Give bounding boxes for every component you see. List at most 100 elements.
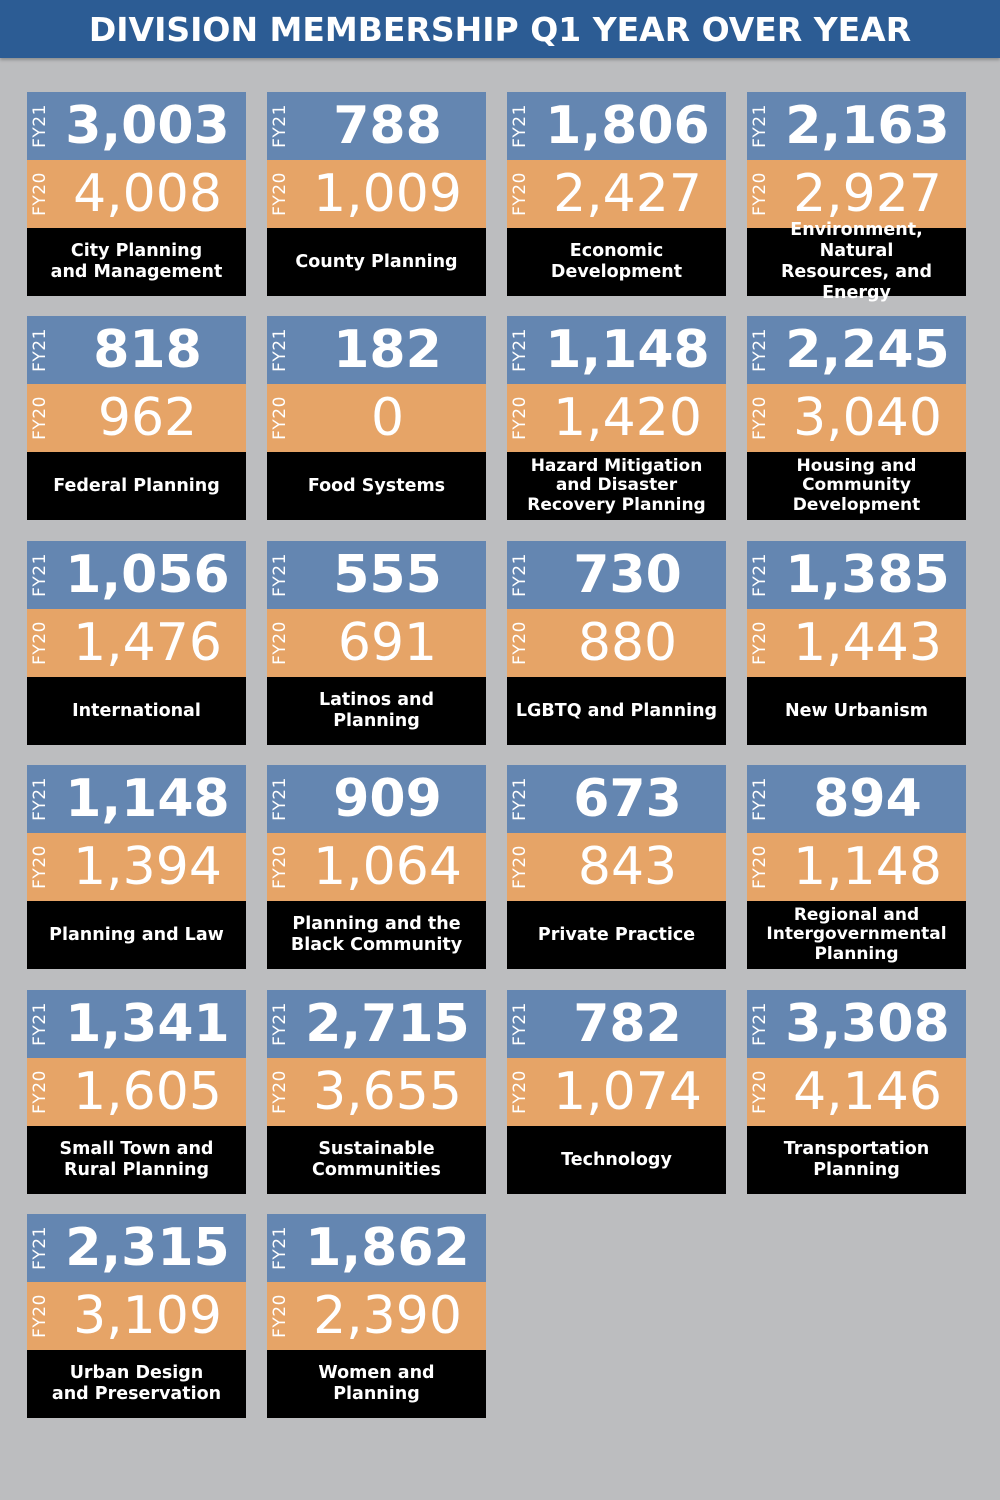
fy20-value: 0 bbox=[370, 388, 405, 448]
fy20-label: FY20 bbox=[270, 845, 291, 889]
division-name: City Planning and Management bbox=[27, 228, 246, 296]
division-card: FY21 555 FY20 691 Latinos and Planning bbox=[267, 541, 486, 745]
fy21-value: 1,148 bbox=[65, 769, 230, 829]
fy21-row: FY21 818 bbox=[27, 316, 246, 384]
fy21-row: FY21 555 bbox=[267, 541, 486, 609]
division-card: FY21 2,163 FY20 2,927 Environment, Natural R… bbox=[747, 92, 966, 303]
fy20-row: FY20 1,009 bbox=[267, 160, 486, 228]
fy20-row: FY20 0 bbox=[267, 384, 486, 452]
fy20-label: FY20 bbox=[270, 172, 291, 216]
fy21-row: FY21 2,245 bbox=[747, 316, 966, 384]
division-card: FY21 3,308 FY20 4,146 Transportation Plannin… bbox=[747, 990, 966, 1194]
fy20-value: 1,420 bbox=[553, 388, 702, 448]
division-card: FY21 818 FY20 962 Federal Planning bbox=[27, 316, 246, 520]
fy20-row: FY20 1,476 bbox=[27, 609, 246, 677]
fy20-row: FY20 691 bbox=[267, 609, 486, 677]
division-name: Federal Planning bbox=[27, 452, 246, 520]
fy20-value: 1,148 bbox=[793, 837, 942, 897]
fy20-value: 3,040 bbox=[793, 388, 942, 448]
fy21-row: FY21 1,148 bbox=[507, 316, 726, 384]
fy21-label: FY21 bbox=[750, 104, 771, 148]
fy21-row: FY21 3,308 bbox=[747, 990, 966, 1058]
fy21-label: FY21 bbox=[30, 777, 51, 821]
division-name: Regional and Intergovernmental Planning bbox=[747, 901, 966, 969]
division-card: FY21 673 FY20 843 Private Practice bbox=[507, 765, 726, 969]
fy21-label: FY21 bbox=[30, 328, 51, 372]
fy20-row: FY20 843 bbox=[507, 833, 726, 901]
fy20-label: FY20 bbox=[750, 396, 771, 440]
fy21-row: FY21 782 bbox=[507, 990, 726, 1058]
fy20-row: FY20 3,109 bbox=[27, 1282, 246, 1350]
fy21-label: FY21 bbox=[270, 104, 291, 148]
fy20-value: 1,064 bbox=[313, 837, 462, 897]
fy20-label: FY20 bbox=[510, 845, 531, 889]
fy21-value: 2,245 bbox=[785, 320, 950, 380]
fy21-value: 730 bbox=[573, 545, 682, 605]
fy20-value: 4,008 bbox=[73, 164, 222, 224]
division-name: LGBTQ and Planning bbox=[507, 677, 726, 745]
fy21-value: 3,003 bbox=[65, 96, 230, 156]
fy21-value: 2,315 bbox=[65, 1218, 230, 1278]
fy21-label: FY21 bbox=[510, 328, 531, 372]
page-title: DIVISION MEMBERSHIP Q1 YEAR OVER YEAR bbox=[0, 0, 1000, 58]
fy20-row: FY20 2,390 bbox=[267, 1282, 486, 1350]
fy21-label: FY21 bbox=[30, 553, 51, 597]
fy20-value: 1,476 bbox=[73, 613, 222, 673]
fy20-label: FY20 bbox=[30, 172, 51, 216]
division-card: FY21 909 FY20 1,064 Planning and the Black C… bbox=[267, 765, 486, 969]
fy20-row: FY20 4,008 bbox=[27, 160, 246, 228]
division-name: New Urbanism bbox=[747, 677, 966, 745]
fy21-row: FY21 182 bbox=[267, 316, 486, 384]
division-name: Economic Development bbox=[507, 228, 726, 296]
fy20-row: FY20 3,655 bbox=[267, 1058, 486, 1126]
fy21-label: FY21 bbox=[270, 553, 291, 597]
fy20-row: FY20 1,420 bbox=[507, 384, 726, 452]
fy21-value: 1,806 bbox=[545, 96, 710, 156]
fy20-value: 1,074 bbox=[553, 1062, 702, 1122]
fy20-value: 1,605 bbox=[73, 1062, 222, 1122]
division-name: Planning and the Black Community bbox=[267, 901, 486, 969]
fy21-label: FY21 bbox=[510, 777, 531, 821]
fy20-value: 1,394 bbox=[73, 837, 222, 897]
fy21-row: FY21 1,056 bbox=[27, 541, 246, 609]
fy20-label: FY20 bbox=[750, 1070, 771, 1114]
division-card: FY21 788 FY20 1,009 County Planning bbox=[267, 92, 486, 296]
fy20-value: 2,927 bbox=[793, 164, 942, 224]
fy20-label: FY20 bbox=[510, 1070, 531, 1114]
fy21-value: 782 bbox=[573, 994, 682, 1054]
division-card: FY21 1,148 FY20 1,420 Hazard Mitigation and … bbox=[507, 316, 726, 520]
fy21-value: 3,308 bbox=[785, 994, 950, 1054]
fy20-label: FY20 bbox=[30, 1070, 51, 1114]
fy21-label: FY21 bbox=[750, 328, 771, 372]
fy20-label: FY20 bbox=[270, 1070, 291, 1114]
fy21-label: FY21 bbox=[30, 104, 51, 148]
division-name: Food Systems bbox=[267, 452, 486, 520]
division-card: FY21 1,056 FY20 1,476 International bbox=[27, 541, 246, 745]
fy20-row: FY20 1,443 bbox=[747, 609, 966, 677]
fy20-label: FY20 bbox=[510, 172, 531, 216]
fy20-value: 962 bbox=[97, 388, 198, 448]
division-card: FY21 1,862 FY20 2,390 Women and Planning bbox=[267, 1214, 486, 1418]
division-card: FY21 3,003 FY20 4,008 City Planning and Mana… bbox=[27, 92, 246, 296]
fy21-value: 2,715 bbox=[305, 994, 470, 1054]
fy21-row: FY21 788 bbox=[267, 92, 486, 160]
fy20-label: FY20 bbox=[510, 621, 531, 665]
fy20-row: FY20 2,927 bbox=[747, 160, 966, 228]
fy21-label: FY21 bbox=[30, 1002, 51, 1046]
fy20-row: FY20 1,605 bbox=[27, 1058, 246, 1126]
fy21-label: FY21 bbox=[510, 553, 531, 597]
division-card: FY21 894 FY20 1,148 Regional and Intergovern… bbox=[747, 765, 966, 969]
fy20-label: FY20 bbox=[30, 621, 51, 665]
fy21-label: FY21 bbox=[750, 553, 771, 597]
fy21-row: FY21 1,148 bbox=[27, 765, 246, 833]
fy21-row: FY21 730 bbox=[507, 541, 726, 609]
fy20-row: FY20 4,146 bbox=[747, 1058, 966, 1126]
fy20-value: 2,427 bbox=[553, 164, 702, 224]
fy20-row: FY20 962 bbox=[27, 384, 246, 452]
fy20-value: 880 bbox=[577, 613, 678, 673]
fy20-row: FY20 3,040 bbox=[747, 384, 966, 452]
fy20-label: FY20 bbox=[510, 396, 531, 440]
fy20-value: 1,443 bbox=[793, 613, 942, 673]
fy20-row: FY20 1,394 bbox=[27, 833, 246, 901]
fy21-row: FY21 1,806 bbox=[507, 92, 726, 160]
